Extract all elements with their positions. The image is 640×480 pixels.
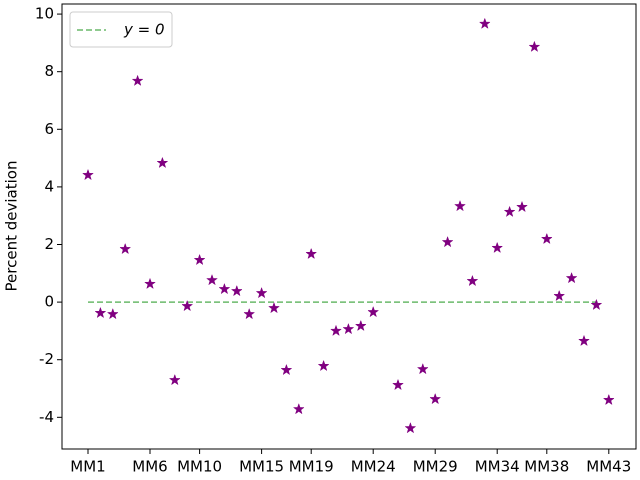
- legend-box: [69, 11, 173, 48]
- data-point: [478, 17, 491, 29]
- data-point: [565, 271, 578, 284]
- data-point: [466, 274, 479, 287]
- data-point: [156, 156, 169, 169]
- data-point: [181, 299, 194, 312]
- data-point: [131, 74, 144, 86]
- data-point: [255, 286, 268, 299]
- x-tick-label: MM29: [413, 458, 458, 476]
- data-point: [540, 232, 553, 245]
- data-point: [94, 306, 107, 319]
- x-tick-label: MM38: [524, 458, 569, 476]
- data-point: [404, 421, 417, 434]
- data-point: [602, 393, 615, 406]
- data-point: [367, 305, 380, 318]
- data-point: [441, 235, 454, 248]
- legend-label: y = 0: [123, 21, 165, 39]
- x-tick-label: MM43: [586, 458, 631, 476]
- data-point: [106, 307, 119, 320]
- y-tick-label: -4: [39, 408, 54, 426]
- data-point: [243, 307, 256, 320]
- x-tick-label: MM19: [289, 458, 334, 476]
- x-tick-label: MM1: [70, 458, 105, 476]
- data-point: [305, 247, 318, 260]
- y-tick-label: 4: [44, 177, 54, 195]
- data-point: [330, 324, 342, 336]
- data-point: [292, 402, 305, 415]
- data-point: [230, 284, 243, 297]
- x-tick-label: MM34: [475, 458, 520, 476]
- y-tick-label: -2: [39, 350, 54, 368]
- y-tick-label: 0: [44, 293, 54, 311]
- data-point: [206, 273, 218, 286]
- data-point: [392, 378, 404, 391]
- x-tick-label: MM15: [239, 458, 284, 476]
- data-point: [491, 241, 504, 254]
- x-tick-label: MM24: [351, 458, 396, 476]
- y-tick-label: 8: [44, 62, 54, 80]
- data-point: [416, 362, 429, 375]
- y-tick-label: 2: [44, 235, 54, 253]
- data-point: [578, 334, 590, 347]
- data-point: [590, 298, 603, 311]
- data-point: [503, 205, 516, 218]
- data-point: [553, 289, 566, 302]
- y-tick-label: 10: [35, 5, 54, 23]
- data-point: [516, 200, 528, 213]
- data-point: [528, 40, 541, 52]
- data-point: [280, 363, 293, 376]
- data-point: [218, 282, 231, 295]
- data-point: [268, 301, 280, 314]
- data-point: [342, 322, 355, 335]
- plot-frame: [61, 3, 637, 450]
- y-tick-label: 6: [44, 120, 54, 138]
- x-tick-label: MM6: [132, 458, 167, 476]
- data-point: [119, 242, 132, 255]
- x-tick-label: MM10: [177, 458, 222, 476]
- data-point: [454, 199, 466, 212]
- data-point: [168, 373, 181, 386]
- data-point: [193, 253, 206, 266]
- data-point: [144, 277, 156, 290]
- data-point: [429, 392, 442, 405]
- data-point: [317, 359, 330, 372]
- data-point: [82, 168, 94, 181]
- data-point: [354, 319, 367, 332]
- y-axis-label: Percent deviation: [3, 161, 21, 292]
